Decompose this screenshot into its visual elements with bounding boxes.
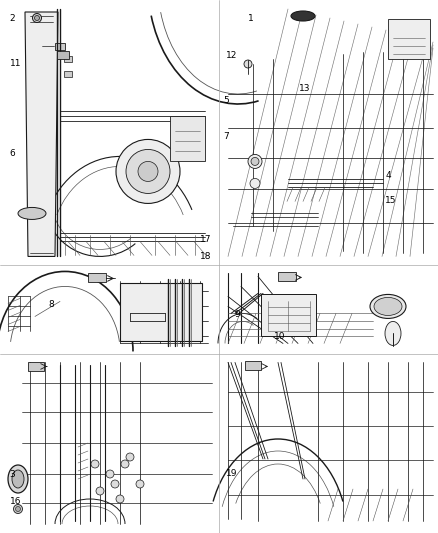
Text: 19: 19 xyxy=(226,469,237,478)
Text: 7: 7 xyxy=(223,132,229,141)
Ellipse shape xyxy=(385,321,401,345)
Bar xyxy=(261,294,316,336)
Text: 2: 2 xyxy=(10,14,15,23)
Text: 15: 15 xyxy=(385,196,397,205)
Bar xyxy=(120,284,202,342)
Circle shape xyxy=(32,13,42,22)
Text: 8: 8 xyxy=(48,300,54,309)
Bar xyxy=(245,361,261,370)
Circle shape xyxy=(35,15,39,20)
Bar xyxy=(388,19,430,59)
Text: 16: 16 xyxy=(10,497,21,506)
Ellipse shape xyxy=(370,294,406,318)
Text: 5: 5 xyxy=(223,96,229,105)
Circle shape xyxy=(244,60,252,68)
Text: 9: 9 xyxy=(234,310,240,319)
Circle shape xyxy=(106,470,114,478)
Text: 11: 11 xyxy=(10,59,21,68)
Text: 1: 1 xyxy=(247,14,253,23)
Circle shape xyxy=(248,155,262,168)
Circle shape xyxy=(126,149,170,193)
Text: 3: 3 xyxy=(10,470,15,479)
Text: 13: 13 xyxy=(299,84,310,93)
Circle shape xyxy=(136,480,144,488)
Circle shape xyxy=(116,140,180,204)
Text: 12: 12 xyxy=(226,51,238,60)
Text: 17: 17 xyxy=(200,235,211,244)
Bar xyxy=(64,56,72,62)
Text: 4: 4 xyxy=(385,171,391,180)
Circle shape xyxy=(15,506,21,512)
Bar xyxy=(28,362,44,372)
Circle shape xyxy=(121,460,129,468)
Circle shape xyxy=(111,480,119,488)
Bar xyxy=(57,51,69,59)
Ellipse shape xyxy=(12,470,24,488)
Ellipse shape xyxy=(18,207,46,220)
Circle shape xyxy=(14,505,22,513)
Circle shape xyxy=(91,460,99,468)
Bar xyxy=(55,43,65,50)
Bar xyxy=(170,116,205,161)
Bar xyxy=(278,272,296,281)
Polygon shape xyxy=(25,12,58,256)
Text: 10: 10 xyxy=(274,332,285,341)
Ellipse shape xyxy=(8,465,28,493)
Circle shape xyxy=(250,179,260,189)
Ellipse shape xyxy=(374,297,402,316)
Circle shape xyxy=(251,157,259,165)
Circle shape xyxy=(116,495,124,503)
Circle shape xyxy=(126,453,134,461)
Bar xyxy=(88,273,106,282)
Bar xyxy=(64,71,72,77)
Text: 18: 18 xyxy=(200,252,211,261)
Text: 6: 6 xyxy=(10,149,15,158)
Circle shape xyxy=(138,161,158,181)
Ellipse shape xyxy=(291,11,315,21)
Circle shape xyxy=(96,487,104,495)
